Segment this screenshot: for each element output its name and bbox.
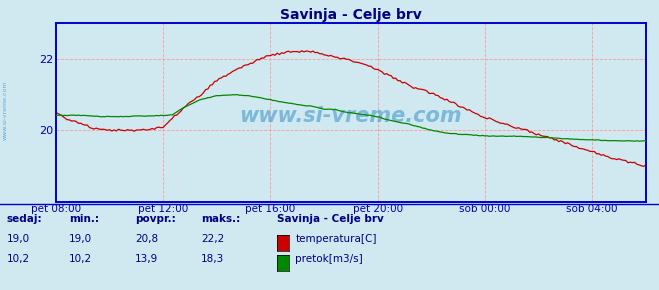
Text: 20,8: 20,8 (135, 234, 158, 244)
Text: 18,3: 18,3 (201, 254, 224, 264)
Text: min.:: min.: (69, 214, 100, 224)
Text: 19,0: 19,0 (7, 234, 30, 244)
Text: 22,2: 22,2 (201, 234, 224, 244)
Text: Savinja - Celje brv: Savinja - Celje brv (277, 214, 384, 224)
Text: www.si-vreme.com: www.si-vreme.com (240, 106, 462, 126)
Text: www.si-vreme.com: www.si-vreme.com (3, 80, 8, 140)
Text: 13,9: 13,9 (135, 254, 158, 264)
Text: povpr.:: povpr.: (135, 214, 176, 224)
Text: 10,2: 10,2 (69, 254, 92, 264)
Text: 19,0: 19,0 (69, 234, 92, 244)
Text: 10,2: 10,2 (7, 254, 30, 264)
Title: Savinja - Celje brv: Savinja - Celje brv (280, 8, 422, 22)
Text: pretok[m3/s]: pretok[m3/s] (295, 254, 363, 264)
Text: maks.:: maks.: (201, 214, 241, 224)
Text: sedaj:: sedaj: (7, 214, 42, 224)
Text: temperatura[C]: temperatura[C] (295, 234, 377, 244)
